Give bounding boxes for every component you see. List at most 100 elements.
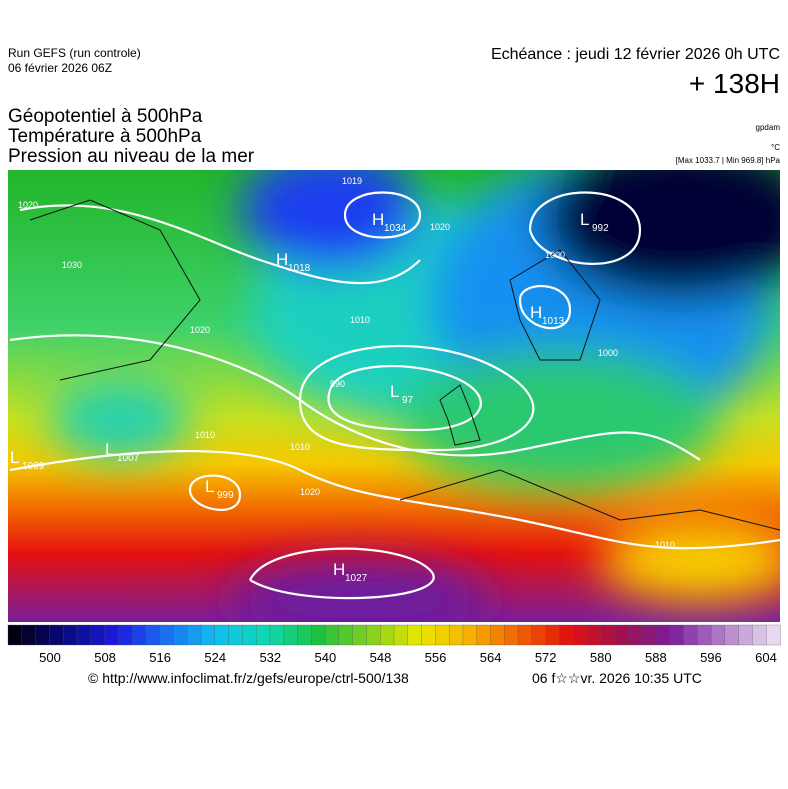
center-value: 1009 xyxy=(22,461,45,472)
center-kind: L xyxy=(390,382,399,401)
colorbar-swatch xyxy=(421,624,437,646)
isobar-label: 1010 xyxy=(290,442,310,452)
valid-time: Echéance : jeudi 12 février 2026 0h UTC xyxy=(490,46,780,63)
colorbar-swatch xyxy=(435,624,450,646)
colorbar-swatch xyxy=(324,624,340,646)
colorbar-swatch xyxy=(338,624,354,646)
colorbar-label: 508 xyxy=(94,650,116,665)
colorbar-label: 580 xyxy=(590,650,612,665)
isobar-label: 1020 xyxy=(300,487,320,497)
colorbar-label: 500 xyxy=(39,650,61,665)
center-kind: H xyxy=(372,210,384,229)
colorbar-swatch xyxy=(766,624,781,646)
colorbar-label: 532 xyxy=(259,650,281,665)
colorbar-label: 564 xyxy=(480,650,502,665)
colorbar-swatch xyxy=(476,624,492,646)
colorbar-label: 596 xyxy=(700,650,722,665)
center-value: 97 xyxy=(402,395,414,406)
center-value: 1007 xyxy=(117,453,140,464)
colorbar: 500 508 516 524 532 540 548 556 564 572 580 588 596 6… xyxy=(7,624,781,665)
colorbar-swatch xyxy=(214,624,230,646)
colorbar-swatch xyxy=(545,624,561,646)
center-value: 1018 xyxy=(288,263,311,274)
colorbar-label: 524 xyxy=(204,650,226,665)
isobar-label: 1000 xyxy=(545,250,565,260)
isobar-label: 1020 xyxy=(18,200,38,210)
center-value: 1013 xyxy=(542,316,565,327)
center-kind: H xyxy=(333,560,345,579)
colorbar-label: 572 xyxy=(535,650,557,665)
isobar-label: 1030 xyxy=(62,260,82,270)
colorbar-swatch xyxy=(269,624,285,646)
colorbar-swatch xyxy=(159,624,175,646)
colorbar-swatch xyxy=(49,624,64,646)
colorbar-swatch xyxy=(531,624,547,646)
colorbar-swatch xyxy=(600,624,616,646)
center-value: 992 xyxy=(592,223,609,234)
colorbar-swatch xyxy=(131,624,147,646)
isobar-label: 1020 xyxy=(430,222,450,232)
colorbar-swatch xyxy=(393,624,409,646)
center-kind: L xyxy=(105,440,114,459)
colorbar-swatch xyxy=(255,624,271,646)
colorbar-swatch xyxy=(104,624,119,646)
colorbar-swatch xyxy=(490,624,505,646)
colorbar-swatch xyxy=(76,624,92,646)
colorbar-swatch xyxy=(738,624,754,646)
colorbar-swatch xyxy=(173,624,188,646)
center-kind: L xyxy=(580,210,589,229)
isobar-label: 1000 xyxy=(598,348,618,358)
colorbar-swatch xyxy=(228,624,244,646)
isobar-label: 990 xyxy=(330,379,345,389)
center-value: 1027 xyxy=(345,573,368,584)
colorbar-swatch xyxy=(90,624,106,646)
colorbar-swatch xyxy=(504,624,519,646)
colorbar-swatch xyxy=(145,624,161,646)
center-kind: H xyxy=(530,303,542,322)
colorbar-swatch xyxy=(628,624,643,646)
center-value: 999 xyxy=(217,490,234,501)
run-name: Run GEFS (run controle) xyxy=(8,46,141,60)
colorbar-swatch xyxy=(710,624,726,646)
colorbar-swatch xyxy=(697,624,712,646)
colorbar-swatch xyxy=(200,624,216,646)
center-kind: L xyxy=(205,477,214,496)
colorbar-swatch xyxy=(311,624,326,646)
colorbar-swatch xyxy=(62,624,78,646)
colorbar-swatch xyxy=(297,624,312,646)
colorbar-swatch xyxy=(517,624,533,646)
colorbar-label: 556 xyxy=(425,650,447,665)
colorbar-swatch xyxy=(407,624,423,646)
colorbar-swatch xyxy=(655,624,671,646)
field: Température à 500hPa xyxy=(8,126,202,147)
isobar-label: 1010 xyxy=(655,540,675,550)
colorbar-label: 540 xyxy=(315,650,337,665)
center-kind: L xyxy=(10,448,19,467)
colorbar-swatch xyxy=(187,624,202,646)
field: Pression au niveau de la mer xyxy=(8,146,255,167)
center-kind: H xyxy=(276,250,288,269)
colorbar-swatch xyxy=(586,624,602,646)
center-value: 1034 xyxy=(384,223,407,234)
colorbar-swatch xyxy=(641,624,657,646)
colorbar-swatch xyxy=(35,624,51,646)
isobar-label: 1020 xyxy=(190,325,210,335)
source-url: © http://www.infoclimat.fr/z/gefs/europe… xyxy=(88,670,409,686)
colorbar-swatch xyxy=(448,624,464,646)
colorbar-label: 548 xyxy=(370,650,392,665)
colorbar-swatch xyxy=(21,624,37,646)
isobar-label: 1019 xyxy=(342,176,362,186)
colorbar-label: 516 xyxy=(149,650,171,665)
colorbar-label: 588 xyxy=(645,650,667,665)
colorbar-swatch xyxy=(366,624,381,646)
generated-time: 06 f☆☆vr. 2026 10:35 UTC xyxy=(532,670,702,686)
field-shading xyxy=(8,170,780,622)
colorbar-swatch xyxy=(352,624,368,646)
unit: gpdam xyxy=(755,123,780,132)
colorbar-swatch xyxy=(683,624,698,646)
colorbar-swatch xyxy=(380,624,395,646)
colorbar-swatch xyxy=(573,624,588,646)
colorbar-swatch xyxy=(283,624,299,646)
